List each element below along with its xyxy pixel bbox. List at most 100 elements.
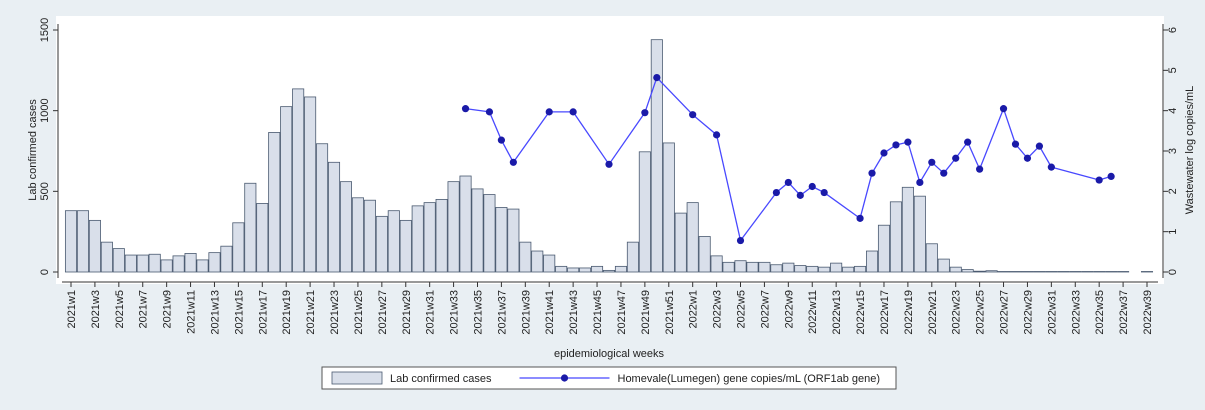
line-point xyxy=(1000,105,1007,112)
x-tick-label: 2021w5 xyxy=(114,290,126,329)
line-point xyxy=(868,170,875,177)
bar xyxy=(568,268,579,272)
bar xyxy=(723,262,734,272)
bar xyxy=(125,255,136,272)
line-point xyxy=(964,139,971,146)
bar xyxy=(316,144,327,272)
x-tick-label: 2022w19 xyxy=(903,290,915,335)
line-point xyxy=(1024,155,1031,162)
bar xyxy=(173,256,184,272)
y2-tick-label: 6 xyxy=(1167,27,1179,33)
bar xyxy=(352,198,363,272)
x-tick-label: 2022w11 xyxy=(807,290,819,334)
x-tick-label: 2021w23 xyxy=(329,290,341,335)
bar xyxy=(149,254,160,272)
x-tick-label: 2022w39 xyxy=(1142,290,1154,335)
x-tick-label: 2021w17 xyxy=(257,290,269,335)
x-tick-label: 2021w51 xyxy=(664,290,676,335)
x-tick-label: 2022w25 xyxy=(975,290,987,335)
x-tick-label: 2021w27 xyxy=(377,290,389,335)
bar xyxy=(221,246,232,272)
line-point xyxy=(976,166,983,173)
bar xyxy=(448,182,459,272)
bar xyxy=(926,244,937,272)
x-tick-label: 2021w13 xyxy=(209,290,221,335)
line-point xyxy=(653,74,660,81)
x-tick-label: 2022w23 xyxy=(951,290,963,335)
x-tick-label: 2021w39 xyxy=(520,290,532,335)
y2-tick-label: 4 xyxy=(1167,108,1179,114)
bar xyxy=(508,209,519,272)
bar xyxy=(544,255,555,272)
x-tick-label: 2021w45 xyxy=(592,290,604,335)
line-point xyxy=(821,189,828,196)
y-tick-label: 1500 xyxy=(39,18,51,42)
bar xyxy=(759,262,770,272)
bar xyxy=(113,249,124,272)
y-tick-label: 0 xyxy=(39,269,51,275)
legend-marker xyxy=(561,374,568,381)
line-point xyxy=(1048,164,1055,171)
bar xyxy=(639,152,650,272)
line-point xyxy=(713,131,720,138)
bar xyxy=(842,267,853,272)
x-tick-label: 2021w33 xyxy=(449,290,461,335)
line-point xyxy=(940,170,947,177)
bar xyxy=(914,196,925,272)
bar xyxy=(854,266,865,272)
line-point xyxy=(952,155,959,162)
x-tick-label: 2021w11 xyxy=(186,290,198,334)
bar xyxy=(245,183,256,272)
x-tick-label: 2021w37 xyxy=(496,290,508,335)
x-tick-label: 2022w13 xyxy=(831,290,843,335)
line-point xyxy=(689,111,696,118)
bar xyxy=(101,242,112,272)
x-tick-label: 2022w37 xyxy=(1118,290,1130,335)
bar xyxy=(304,97,315,272)
x-tick-label: 2021w3 xyxy=(90,290,102,329)
x-tick-label: 2022w29 xyxy=(1022,290,1034,335)
bar xyxy=(902,187,913,272)
line-point xyxy=(1012,141,1019,148)
y-tick-label: 1000 xyxy=(39,98,51,122)
bar xyxy=(783,263,794,272)
x-tick-label: 2021w21 xyxy=(305,290,317,335)
bar xyxy=(771,265,782,272)
y2-tick-label: 3 xyxy=(1167,148,1179,154)
x-tick-label: 2021w43 xyxy=(568,290,580,335)
bar xyxy=(579,268,590,272)
line-point xyxy=(510,159,517,166)
bar xyxy=(615,266,626,272)
line-point xyxy=(892,141,899,148)
bar xyxy=(938,259,949,272)
bar xyxy=(269,132,280,272)
line-point xyxy=(809,183,816,190)
bar xyxy=(436,199,447,272)
legend-swatch xyxy=(332,372,382,384)
line-point xyxy=(773,189,780,196)
line-point xyxy=(880,149,887,156)
x-tick-label: 2022w21 xyxy=(927,290,939,335)
bar xyxy=(747,262,758,272)
bar xyxy=(603,270,614,272)
bar xyxy=(890,202,901,272)
x-tick-label: 2022w35 xyxy=(1094,290,1106,335)
x-tick-label: 2022w5 xyxy=(736,290,748,329)
bar xyxy=(281,107,292,272)
x-tick-label: 2021w25 xyxy=(353,290,365,335)
line-point xyxy=(1036,143,1043,150)
line-point xyxy=(1096,176,1103,183)
bar xyxy=(974,271,985,272)
bar xyxy=(687,203,698,272)
bar xyxy=(663,143,674,272)
x-tick-label: 2022w3 xyxy=(712,290,724,329)
bar xyxy=(257,203,268,272)
x-tick-label: 2021w35 xyxy=(472,290,484,335)
bar xyxy=(364,200,375,272)
bar xyxy=(376,216,387,272)
bar xyxy=(89,220,100,272)
line-point xyxy=(605,161,612,168)
bar xyxy=(185,253,196,272)
line-point xyxy=(928,159,935,166)
y2-tick-label: 2 xyxy=(1167,188,1179,194)
